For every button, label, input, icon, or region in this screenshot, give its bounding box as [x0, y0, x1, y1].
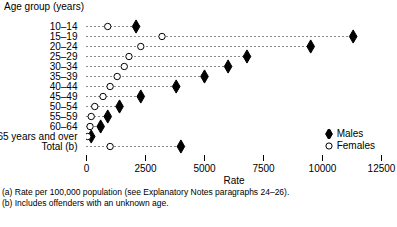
html-text:Age group (years): Age group (years) [4, 1, 84, 12]
svg-text:15–19: 15–19 [49, 30, 78, 42]
svg-text:35–39: 35–39 [49, 70, 78, 82]
svg-text:7500: 7500 [252, 163, 275, 174]
html-text:Males: Males [336, 128, 364, 139]
svg-text:10–14: 10–14 [49, 20, 78, 32]
svg-text:60–64: 60–64 [49, 120, 78, 132]
svg-text:2500: 2500 [134, 163, 157, 174]
svg-text:0: 0 [84, 163, 90, 174]
svg-text:55–59: 55–59 [49, 110, 78, 122]
html-text:Females: Females [336, 140, 375, 151]
html-text:(b) Includes offenders with an: (b) Includes offenders with an unknown a… [2, 198, 169, 208]
svg-text:25–29: 25–29 [49, 50, 78, 62]
svg-text:30–34: 30–34 [49, 60, 78, 72]
svg-text:Rate: Rate [223, 175, 245, 186]
svg-text:Total (b): Total (b) [41, 141, 77, 152]
svg-text:5000: 5000 [193, 163, 216, 174]
html-text:(a) Rate per 100,000 populatio: (a) Rate per 100,000 population (see Exp… [2, 187, 290, 197]
svg-text:40–44: 40–44 [49, 80, 78, 92]
svg-text:10000: 10000 [309, 163, 337, 174]
svg-text:12500: 12500 [368, 163, 396, 174]
svg-text:45–49: 45–49 [49, 90, 78, 102]
svg-text:20–24: 20–24 [49, 40, 78, 52]
svg-text:50–54: 50–54 [49, 100, 78, 112]
